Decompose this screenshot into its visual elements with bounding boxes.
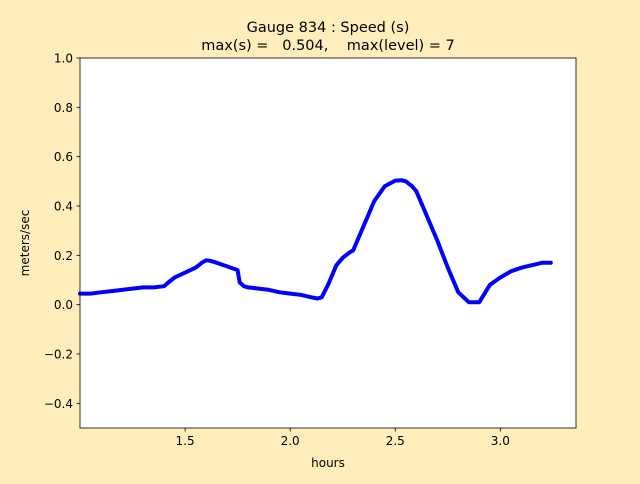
y-axis-label: meters/sec [18, 210, 32, 277]
x-tick-label: 1.5 [176, 434, 195, 448]
x-axis-label: hours [311, 456, 345, 470]
y-tick-label: 0.2 [54, 249, 73, 263]
speed-series-line [78, 178, 553, 305]
x-tick-label: 2.0 [281, 434, 300, 448]
y-tick-label: −0.2 [44, 348, 73, 362]
y-tick-label: 0.6 [54, 150, 73, 164]
y-tick-label: −0.4 [44, 397, 73, 411]
chart-subtitle: max(s) = 0.504, max(level) = 7 [201, 38, 455, 54]
plot-frame [79, 57, 577, 429]
x-tick-label: 3.0 [491, 434, 510, 448]
x-tick-label: 2.5 [386, 434, 405, 448]
y-tick-label: 1.0 [54, 52, 73, 66]
chart-title: Gauge 834 : Speed (s) [247, 20, 410, 36]
y-tick-label: 0.0 [54, 298, 73, 312]
y-tick-label: 0.8 [54, 101, 73, 115]
plot-area [80, 58, 576, 428]
y-tick-label: 0.4 [54, 200, 73, 214]
